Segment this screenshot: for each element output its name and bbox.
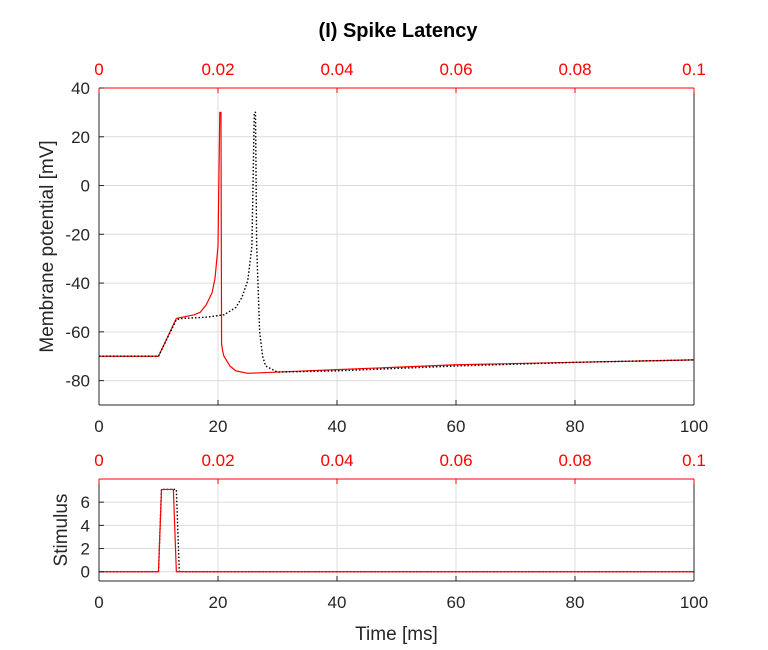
membrane-potential-panel: 0 20 40 60 80 100 0 0.02 0.04 0.06 0.08 0.1 40 20 0 -20… xyxy=(37,60,708,436)
y-tick-label: -20 xyxy=(65,225,90,244)
y-tick-label: 2 xyxy=(81,540,90,559)
y-tick-label: -40 xyxy=(65,274,90,293)
x-tick-label: 100 xyxy=(680,417,708,436)
top-tick-label: 0.08 xyxy=(558,451,591,470)
y-tick-label: -80 xyxy=(65,372,90,391)
top-tick-label: 0 xyxy=(94,60,103,79)
x-tick-label: 60 xyxy=(447,593,466,612)
chart-title: (I) Spike Latency xyxy=(319,20,479,42)
y-axis-label-stimulus: Stimulus xyxy=(51,494,72,567)
x-tick-label: 20 xyxy=(209,417,228,436)
top-tick-label: 0.06 xyxy=(439,451,472,470)
top-tick-label: 0.1 xyxy=(682,451,706,470)
top-tick-label: 0.02 xyxy=(201,451,234,470)
x-tick-label: 60 xyxy=(447,417,466,436)
top-tick-label: 0.04 xyxy=(320,451,353,470)
x-tick-label: 80 xyxy=(566,593,585,612)
y-tick-label: 6 xyxy=(81,493,90,512)
x-tick-label: 0 xyxy=(94,593,103,612)
dotted-black-series-line xyxy=(99,111,695,373)
top-tick-label: 0 xyxy=(94,451,103,470)
plot-area xyxy=(99,88,694,405)
y-tick-label: 4 xyxy=(81,516,90,535)
x-tick-label: 100 xyxy=(680,593,708,612)
y-tick-label: 0 xyxy=(81,563,90,582)
x-tick-label: 0 xyxy=(94,417,103,436)
top-tick-label: 0.04 xyxy=(320,60,353,79)
y-axis-label-membrane-potential: Membrane potential [mV] xyxy=(37,140,58,352)
x-tick-label: 80 xyxy=(566,417,585,436)
solid-red-series-line xyxy=(99,488,694,573)
top-tick-label: 0.1 xyxy=(682,60,706,79)
plot-area xyxy=(99,479,694,581)
x-tick-label: 20 xyxy=(209,593,228,612)
y-tick-label: 20 xyxy=(71,128,90,147)
top-tick-label: 0.06 xyxy=(439,60,472,79)
x-tick-label: 40 xyxy=(328,417,347,436)
y-tick-label: 40 xyxy=(71,79,90,98)
y-tick-label: 0 xyxy=(81,177,90,196)
y-tick-label: -60 xyxy=(65,323,90,342)
x-tick-label: 40 xyxy=(328,593,347,612)
x-axis-label-time: Time [ms] xyxy=(355,624,438,645)
top-tick-label: 0.02 xyxy=(201,60,234,79)
top-tick-label: 0.08 xyxy=(558,60,591,79)
